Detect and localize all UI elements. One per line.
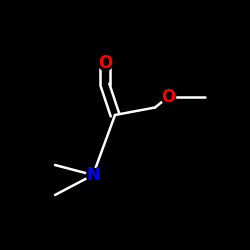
Text: N: N <box>86 166 100 184</box>
Text: O: O <box>98 54 112 72</box>
Text: O: O <box>161 88 175 106</box>
